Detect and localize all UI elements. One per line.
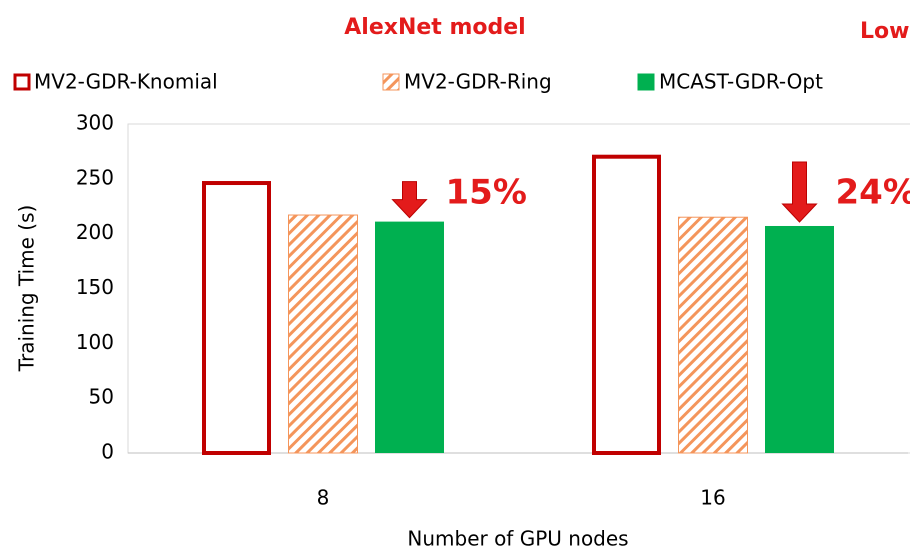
legend-label: MV2-GDR-Knomial [34, 70, 218, 94]
x-tick-label: 8 [317, 486, 330, 510]
annotation: 24% [836, 173, 910, 213]
x-axis-label: Number of GPU nodes [407, 527, 628, 551]
arrow [781, 161, 818, 223]
annotation: 15% [446, 173, 527, 213]
legend-label: MCAST-GDR-Opt [659, 70, 823, 94]
bar [375, 221, 444, 453]
bar [678, 216, 748, 454]
bar [765, 225, 834, 453]
y-tick-label: 50 [89, 385, 114, 409]
side-note: Low [860, 19, 909, 44]
bar [288, 214, 358, 454]
bar [202, 181, 271, 455]
legend-swatch [13, 73, 31, 91]
y-tick-label: 0 [101, 440, 114, 464]
y-tick-label: 200 [76, 220, 114, 244]
bar [592, 154, 661, 455]
y-tick-label: 300 [76, 111, 114, 135]
y-axis-label: Training Time (s) [15, 205, 39, 373]
arrow [391, 181, 428, 219]
chart-title: AlexNet model [344, 15, 525, 40]
legend-swatch [382, 73, 400, 91]
y-tick-label: 150 [76, 275, 114, 299]
y-tick-label: 250 [76, 165, 114, 189]
legend-swatch [637, 73, 655, 91]
x-tick-label: 16 [700, 486, 725, 510]
legend-label: MV2-GDR-Ring [404, 70, 552, 94]
y-tick-label: 100 [76, 330, 114, 354]
